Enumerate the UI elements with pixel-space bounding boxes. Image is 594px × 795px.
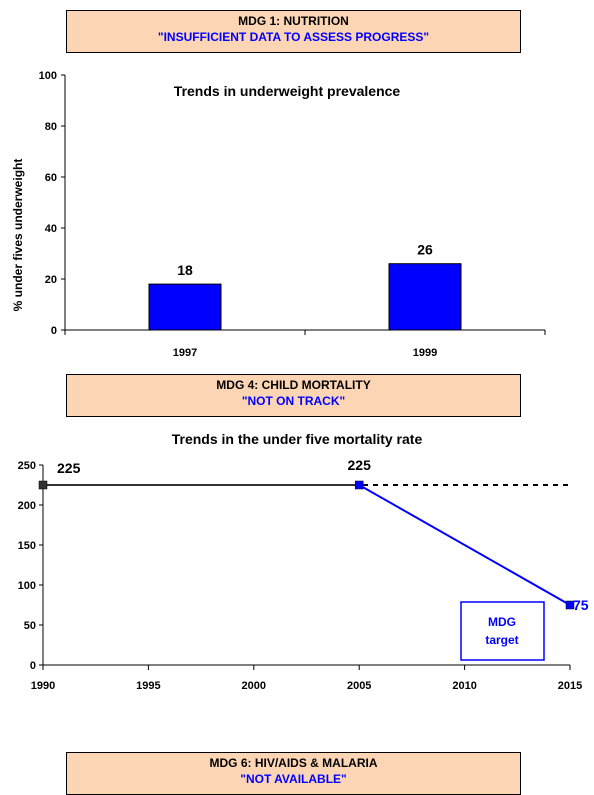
point-1990 bbox=[38, 480, 48, 490]
hiv-heading: MDG 6: HIV/AIDS & MALARIA bbox=[209, 756, 378, 770]
bar-chart-ylabel: % under fives underweight bbox=[11, 159, 25, 312]
line-y-tick-label: 100 bbox=[18, 580, 36, 592]
line-x-tick-label: 2000 bbox=[242, 680, 266, 692]
bar-chart-title: Trends in underweight prevalence bbox=[174, 83, 401, 99]
line-data-label: 225 bbox=[348, 457, 372, 473]
child-mortality-heading: MDG 4: CHILD MORTALITY bbox=[216, 378, 371, 392]
bar-category-label: 1999 bbox=[413, 347, 437, 359]
point-2015 bbox=[565, 600, 575, 610]
target-line bbox=[358, 484, 571, 606]
line-y-tick-label: 150 bbox=[18, 540, 36, 552]
hiv-status: "NOT AVAILABLE" bbox=[240, 772, 347, 786]
line-chart-title: Trends in the under five mortality rate bbox=[172, 431, 423, 447]
line-y-tick-label: 50 bbox=[24, 620, 36, 632]
line-x-tick-label: 2010 bbox=[452, 680, 476, 692]
bar-y-tick-label: 100 bbox=[39, 70, 57, 82]
point-2005 bbox=[354, 480, 364, 490]
bar-1999 bbox=[388, 263, 462, 331]
mortality-line-chart: Trends in the under five mortality rate … bbox=[18, 431, 589, 692]
bar-y-tick-label: 80 bbox=[45, 121, 57, 133]
line-data-label: 225 bbox=[57, 460, 81, 476]
child-mortality-banner: MDG 4: CHILD MORTALITY "NOT ON TRACK" bbox=[66, 374, 521, 417]
nutrition-status: "INSUFFICIENT DATA TO ASSESS PROGRESS" bbox=[157, 30, 430, 44]
mdg-target-line1: MDG bbox=[488, 615, 516, 629]
bar-1997 bbox=[148, 283, 222, 331]
nutrition-heading: MDG 1: NUTRITION bbox=[238, 14, 349, 28]
line-data-label: 75 bbox=[573, 597, 589, 613]
underweight-bar-chart: Trends in underweight prevalence % under… bbox=[11, 70, 546, 359]
nutrition-banner: MDG 1: NUTRITION "INSUFFICIENT DATA TO A… bbox=[66, 10, 521, 53]
line-y-tick-label: 250 bbox=[18, 460, 36, 472]
bar-y-tick-label: 0 bbox=[51, 325, 57, 337]
line-y-tick-label: 0 bbox=[30, 660, 36, 672]
line-x-tick-label: 2005 bbox=[347, 680, 371, 692]
hiv-banner: MDG 6: HIV/AIDS & MALARIA "NOT AVAILABLE… bbox=[66, 752, 521, 795]
bar-data-label: 26 bbox=[417, 242, 433, 258]
mdg-target-box bbox=[460, 601, 545, 661]
line-y-tick-label: 200 bbox=[18, 500, 36, 512]
line-x-tick-label: 2015 bbox=[558, 680, 582, 692]
line-x-tick-label: 1990 bbox=[31, 680, 55, 692]
bar-y-tick-label: 60 bbox=[45, 172, 57, 184]
bar-y-tick-label: 40 bbox=[45, 223, 57, 235]
child-mortality-status: "NOT ON TRACK" bbox=[241, 394, 346, 408]
line-x-tick-label: 1995 bbox=[136, 680, 160, 692]
mdg-target-line2: target bbox=[485, 633, 518, 647]
bar-category-label: 1997 bbox=[173, 347, 197, 359]
bar-y-tick-label: 20 bbox=[45, 274, 57, 286]
bar-data-label: 18 bbox=[177, 262, 193, 278]
